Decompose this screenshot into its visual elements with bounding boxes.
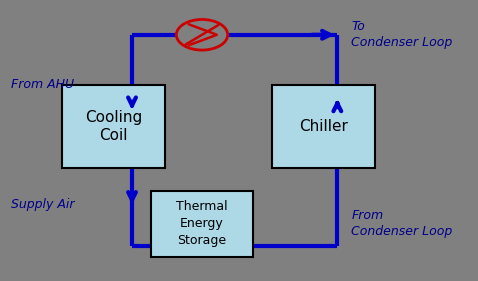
Text: From AHU: From AHU bbox=[11, 78, 74, 91]
Text: Cooling
Coil: Cooling Coil bbox=[85, 110, 142, 143]
Text: To
Condenser Loop: To Condenser Loop bbox=[351, 20, 453, 49]
Text: Chiller: Chiller bbox=[299, 119, 348, 134]
Text: From
Condenser Loop: From Condenser Loop bbox=[351, 209, 453, 239]
Text: Thermal
Energy
Storage: Thermal Energy Storage bbox=[176, 200, 228, 248]
Circle shape bbox=[176, 19, 228, 50]
Bar bbox=[62, 85, 165, 168]
Bar bbox=[151, 191, 253, 257]
Text: Supply Air: Supply Air bbox=[11, 198, 74, 211]
Bar bbox=[272, 85, 375, 168]
